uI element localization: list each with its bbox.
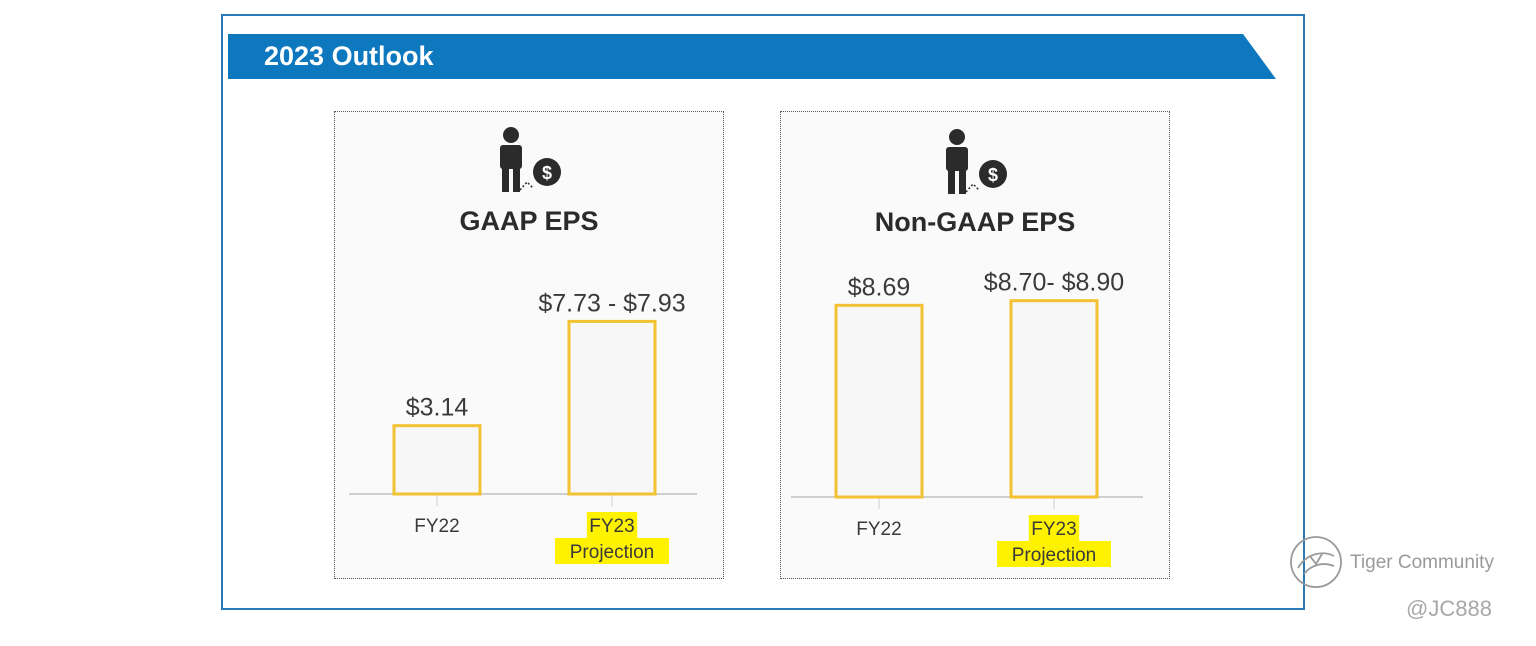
bar-1 — [1009, 299, 1099, 499]
watermark-brand: Tiger Community — [1350, 552, 1494, 573]
svg-text:$: $ — [988, 165, 998, 185]
title-banner: 2023 Outlook — [228, 34, 1276, 79]
gaap-eps-chart: $3.14 FY22 $7.73 - $7.93 FY23 Projection — [349, 289, 697, 564]
non-gaap-eps-panel: $ Non-GAAP EPS $8.69 FY22 $8.70- $8.90 FY23… — [780, 111, 1170, 579]
highlight-mark — [555, 538, 669, 564]
chart-title: GAAP EPS — [459, 206, 599, 236]
slide-title: 2023 Outlook — [264, 41, 434, 71]
highlight-mark — [997, 541, 1111, 567]
chart-title: Non-GAAP EPS — [874, 207, 1076, 237]
category-label: Projection — [570, 542, 655, 563]
data-label: $8.70- $8.90 — [984, 269, 1124, 297]
tiger-logo-icon — [1290, 536, 1342, 588]
svg-text:$: $ — [542, 163, 552, 183]
person-dollar-icon: $ — [939, 128, 1011, 205]
non-gaap-eps-chart: $8.69 FY22 $8.70- $8.90 FY23 Projection — [791, 269, 1143, 567]
person-dollar-icon: $ — [493, 126, 565, 203]
banner-shape — [228, 34, 1276, 79]
watermark: Tiger Community @JC888 — [1288, 534, 1528, 634]
category-label: Projection — [1012, 545, 1097, 566]
watermark-handle: @JC888 — [1406, 596, 1492, 621]
gaap-eps-panel: $ GAAP EPS $3.14 FY22 $7.73 - $7.93 FY23 Pro… — [334, 111, 724, 579]
bar-1 — [567, 319, 657, 496]
category-label: FY22 — [856, 519, 901, 540]
highlight-mark — [586, 512, 638, 538]
bar-0 — [392, 424, 482, 496]
data-label: $3.14 — [406, 394, 469, 422]
category-label: FY23 — [589, 516, 634, 537]
data-label: $8.69 — [848, 273, 911, 301]
highlight-mark — [1028, 515, 1080, 541]
category-label: FY23 — [1031, 519, 1076, 540]
data-label: $7.73 - $7.93 — [538, 289, 685, 317]
bar-0 — [834, 303, 924, 499]
category-label: FY22 — [414, 516, 459, 537]
